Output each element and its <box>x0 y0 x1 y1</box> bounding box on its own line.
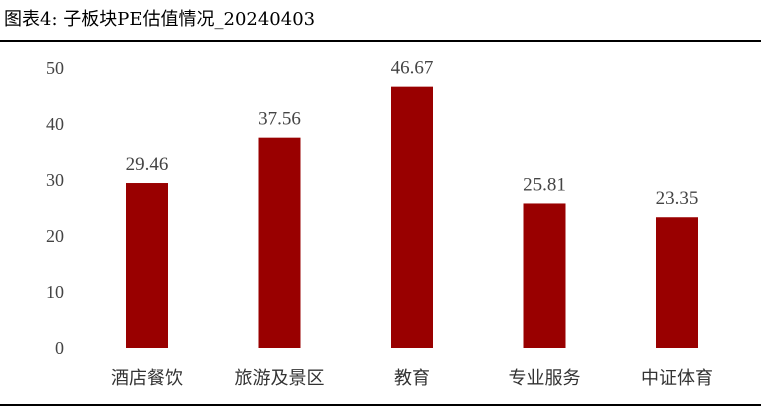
y-tick-label: 30 <box>46 170 64 190</box>
bar <box>391 86 433 348</box>
x-category-label: 酒店餐饮 <box>111 368 183 389</box>
x-category-label: 教育 <box>394 368 430 389</box>
x-category-label: 中证体育 <box>641 368 713 389</box>
y-tick-label: 20 <box>46 226 64 246</box>
title-divider <box>0 40 761 42</box>
bar <box>126 183 168 348</box>
x-category-label: 专业服务 <box>509 368 581 389</box>
y-tick-label: 40 <box>46 114 64 134</box>
y-tick-label: 0 <box>55 338 64 358</box>
x-axis-labels: 酒店餐饮 旅游及景区 教育 专业服务 中证体育 <box>111 368 713 389</box>
bar-value-label: 37.56 <box>258 109 301 130</box>
bar <box>258 137 301 348</box>
chart-title: 图表4: 子板块PE估值情况_20240403 <box>4 9 316 30</box>
bar <box>656 217 698 348</box>
bottom-divider <box>0 404 761 406</box>
bar <box>523 203 566 348</box>
data-labels-group: 29.46 37.56 46.67 25.81 23.35 <box>126 58 699 210</box>
bar-value-label: 25.81 <box>523 174 566 195</box>
bar-value-label: 23.35 <box>656 188 699 209</box>
bars-group <box>126 86 698 348</box>
bar-value-label: 46.67 <box>391 58 434 79</box>
bar-value-label: 29.46 <box>126 154 169 175</box>
y-tick-label: 50 <box>46 58 64 78</box>
y-axis-ticks: 0 10 20 30 40 50 <box>46 58 64 358</box>
x-category-label: 旅游及景区 <box>235 368 325 389</box>
y-tick-label: 10 <box>46 282 64 302</box>
